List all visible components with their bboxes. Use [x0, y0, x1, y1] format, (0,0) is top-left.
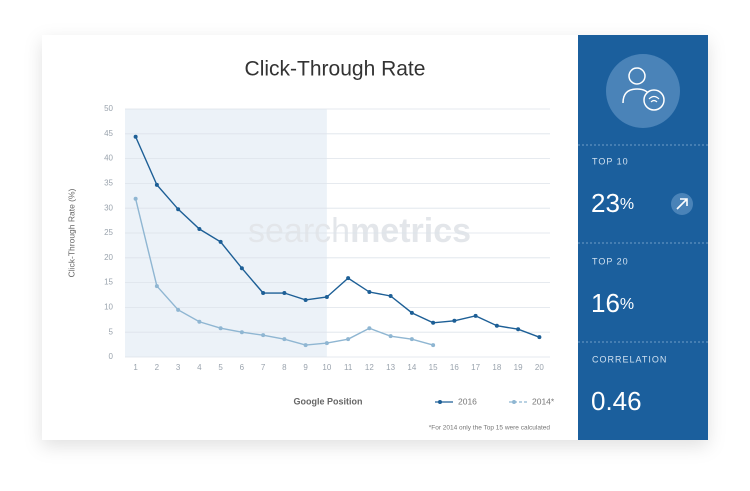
y-tick-label: 35 [104, 179, 113, 188]
series-line [134, 136, 540, 338]
data-point [346, 276, 351, 281]
data-point [367, 290, 372, 295]
stat-number: 23 [591, 188, 620, 218]
x-tick-label: 12 [365, 363, 374, 372]
data-point [218, 239, 223, 244]
stat-label: TOP 10 [592, 156, 629, 166]
legend-label: 2016 [458, 396, 477, 406]
arrow-button[interactable] [671, 193, 693, 215]
x-tick-label: 16 [450, 363, 459, 372]
stat-label: TOP 20 [592, 256, 629, 266]
stat-value: 23% [591, 188, 634, 218]
x-tick-label: 14 [407, 363, 416, 372]
footnote: *For 2014 only the Top 15 were calculate… [429, 425, 551, 432]
x-tick-label: 4 [197, 363, 202, 372]
data-point [324, 294, 329, 299]
data-point [261, 333, 266, 338]
y-tick-label: 45 [104, 129, 113, 138]
y-tick-label: 15 [104, 278, 113, 287]
stat-value: 0.46 [591, 386, 642, 416]
stat-value: 16% [591, 288, 634, 318]
data-point [154, 182, 159, 187]
x-tick-label: 7 [261, 363, 266, 372]
data-point [537, 335, 542, 340]
data-point [324, 341, 329, 346]
x-tick-label: 15 [429, 363, 438, 372]
data-point [409, 310, 414, 315]
data-point [516, 327, 521, 332]
data-point [154, 284, 159, 289]
y-tick-label: 40 [104, 154, 113, 163]
y-tick-label: 30 [104, 203, 113, 212]
data-point [197, 319, 202, 324]
y-tick-label: 5 [109, 327, 114, 336]
x-axis-label: Google Position [294, 396, 363, 406]
x-tick-label: 8 [282, 363, 287, 372]
data-point [282, 337, 287, 342]
data-point [282, 291, 287, 296]
x-tick-label: 20 [535, 363, 544, 372]
x-tick-label: 9 [303, 363, 308, 372]
watermark: searchmetrics [248, 212, 471, 250]
x-tick-label: 17 [471, 363, 480, 372]
data-point [133, 134, 138, 139]
watermark-part: metrics [350, 212, 471, 250]
x-tick-label: 19 [514, 363, 523, 372]
y-tick-label: 20 [104, 253, 113, 262]
x-tick-label: 18 [492, 363, 501, 372]
x-tick-label: 1 [133, 363, 138, 372]
stat-number: 0.46 [591, 386, 642, 416]
data-point [239, 330, 244, 335]
x-tick-label: 11 [344, 363, 353, 372]
x-tick-label: 10 [322, 363, 331, 372]
y-tick-label: 0 [109, 352, 114, 361]
chart-title: Click-Through Rate [245, 58, 426, 81]
legend-marker [438, 400, 442, 404]
x-tick-label: 3 [176, 363, 181, 372]
profile-icon [606, 54, 680, 128]
data-point [494, 323, 499, 328]
data-point [261, 291, 266, 296]
y-axis-label: Click-Through Rate (%) [66, 188, 76, 277]
y-tick-label: 25 [104, 228, 113, 237]
x-tick-label: 5 [218, 363, 223, 372]
panel-separators [578, 144, 708, 343]
data-point [431, 343, 436, 348]
data-point [452, 318, 457, 323]
data-point [197, 227, 202, 232]
data-point [218, 326, 223, 331]
stat-unit: % [620, 196, 634, 213]
data-point [303, 343, 308, 348]
legend-label: 2014* [532, 396, 555, 406]
data-point [388, 334, 393, 339]
data-point [133, 196, 138, 201]
x-tick-label: 6 [240, 363, 245, 372]
data-point [239, 266, 244, 271]
y-tick-label: 10 [104, 303, 113, 312]
data-point [176, 307, 181, 312]
watermark-part: search [248, 212, 350, 250]
data-point [303, 297, 308, 302]
y-tick-label: 50 [104, 104, 113, 113]
legend-marker [512, 400, 516, 404]
data-point [346, 337, 351, 342]
stat-number: 16 [591, 288, 620, 318]
data-point [473, 313, 478, 318]
data-point [431, 320, 436, 325]
data-point [409, 337, 414, 342]
stat-label: CORRELATION [592, 354, 667, 364]
data-point [176, 207, 181, 212]
data-point [388, 293, 393, 298]
x-tick-label: 13 [386, 363, 395, 372]
x-tick-label: 2 [155, 363, 160, 372]
stat-unit: % [620, 296, 634, 313]
data-point [367, 326, 372, 331]
